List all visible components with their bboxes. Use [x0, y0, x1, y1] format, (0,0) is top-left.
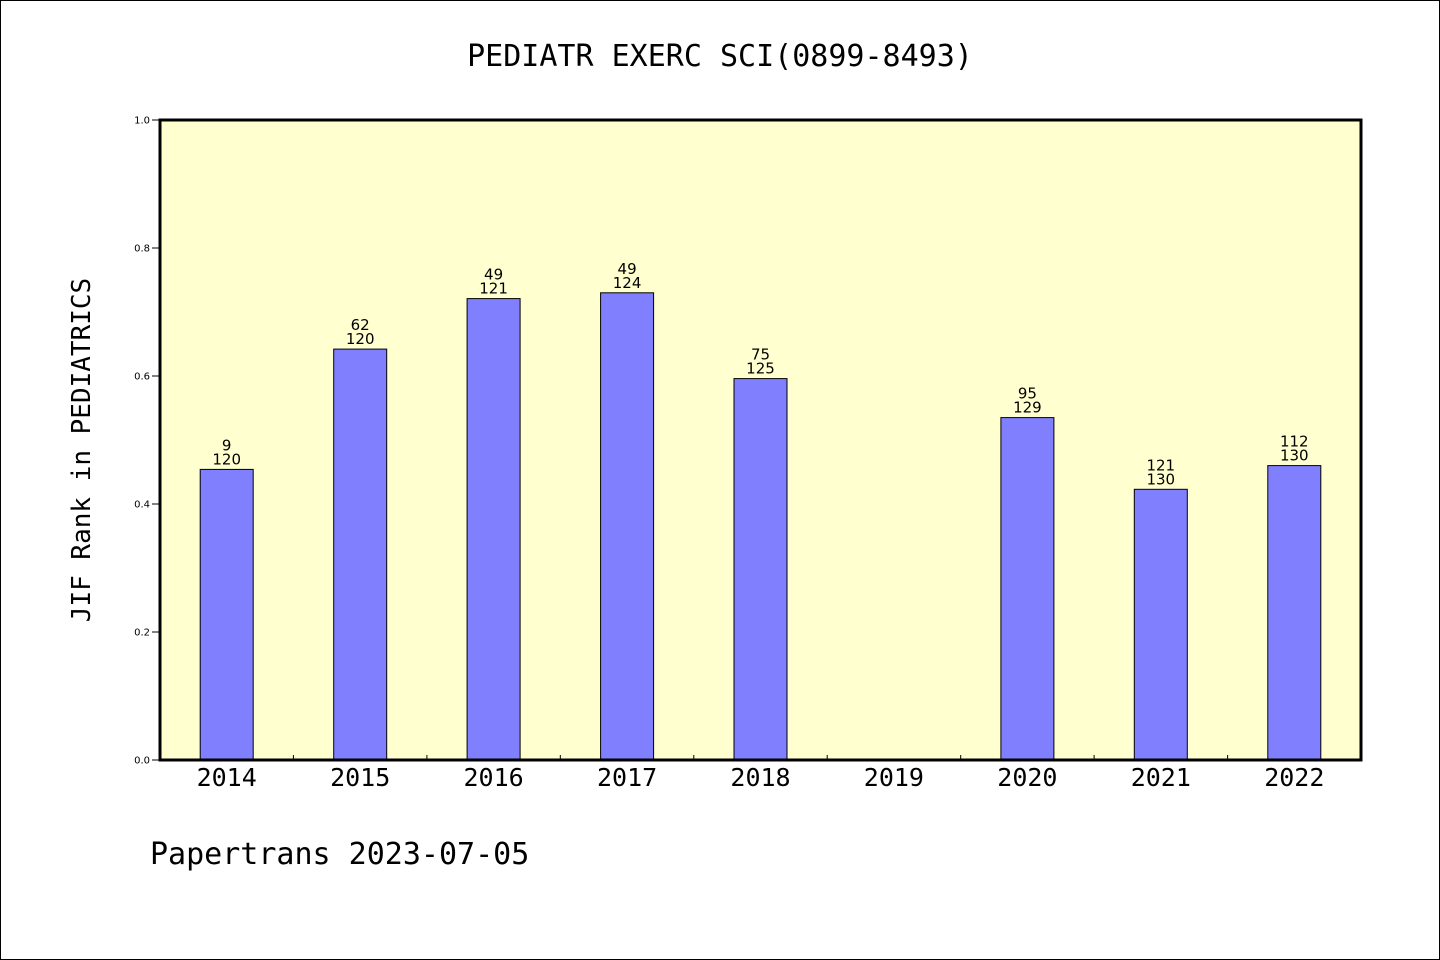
x-tick-label-2020: 2020	[997, 763, 1057, 792]
x-axis: 2014 2015 2016 2017 2018 2019 2020 2021 2022	[197, 755, 1324, 792]
footer-watermark: Papertrans 2023-07-05	[150, 837, 529, 872]
y-tick-label: 0.0	[134, 756, 150, 767]
y-tick-label: 0.8	[134, 244, 150, 255]
y-tick-label: 1.0	[134, 116, 150, 127]
data-label-total-2014: 120	[212, 450, 241, 468]
data-label-total-2022: 130	[1280, 447, 1309, 465]
x-tick-label-2016: 2016	[463, 763, 523, 792]
data-label-total-2015: 120	[346, 330, 375, 348]
data-label-rank-2015: 62	[351, 316, 370, 334]
y-tick-label: 0.2	[134, 628, 150, 639]
bar-2017	[600, 292, 655, 761]
x-tick-label-2021: 2021	[1131, 763, 1191, 792]
data-label-rank-2020: 95	[1018, 385, 1037, 403]
data-label-rank-2022: 112	[1280, 433, 1309, 451]
data-label-rank-2021: 121	[1146, 456, 1175, 474]
data-labels-layer: 9120621204912149124751259512912113011213…	[212, 260, 1308, 489]
data-label-total-2016: 121	[479, 280, 508, 298]
data-label-rank-2016: 49	[484, 266, 503, 284]
y-axis-label: JIF Rank in PEDIATRICS	[67, 278, 97, 622]
data-label-rank-2018: 75	[751, 346, 770, 364]
x-tick-label-2018: 2018	[730, 763, 790, 792]
y-tick-label: 0.6	[134, 372, 150, 383]
x-tick-label-2014: 2014	[197, 763, 257, 792]
bar-2014	[199, 468, 254, 761]
data-label-rank-2014: 9	[222, 436, 232, 454]
bar-2021	[1133, 488, 1188, 761]
bar-2020	[1000, 417, 1055, 761]
data-label-total-2017: 124	[613, 274, 642, 292]
bar-2018	[733, 378, 788, 761]
bar-2022	[1267, 465, 1322, 761]
y-axis: 0.0 0.2 0.4 0.6 0.8 1.0	[134, 116, 160, 767]
data-label-rank-2017: 49	[618, 260, 637, 278]
bar-2016	[466, 298, 521, 761]
plot-border	[158, 118, 1363, 762]
x-tick-label-2017: 2017	[597, 763, 657, 792]
data-label-total-2018: 125	[746, 360, 775, 378]
x-tick-label-2019: 2019	[864, 763, 924, 792]
bar-2015	[333, 348, 388, 761]
bars-layer	[199, 292, 1322, 761]
data-label-total-2020: 129	[1013, 399, 1042, 417]
x-tick-label-2022: 2022	[1264, 763, 1324, 792]
data-label-total-2021: 130	[1146, 470, 1175, 488]
chart-title: PEDIATR EXERC SCI(0899-8493)	[467, 39, 973, 74]
x-tick-label-2015: 2015	[330, 763, 390, 792]
y-tick-label: 0.4	[134, 500, 150, 511]
